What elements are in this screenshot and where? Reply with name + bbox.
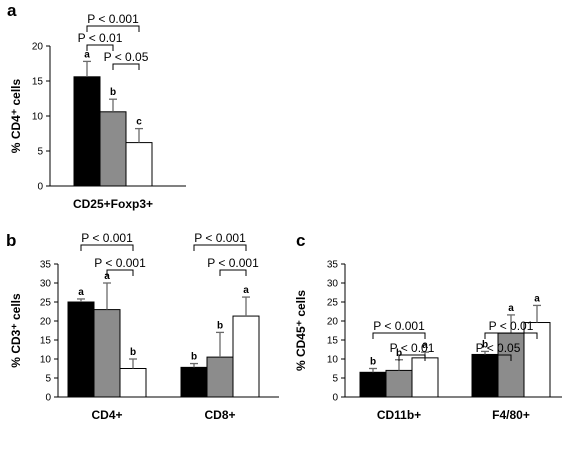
y-tick-label: 35 (40, 260, 52, 271)
y-axis-label: % CD3⁺ cells (9, 293, 23, 368)
significance-letter: a (84, 49, 90, 60)
p-value-label: P < 0.001 (194, 231, 246, 245)
panel-a: a 0 5 10 15 20 % CD4⁺ cells a b c CD25+Foxp3+ P < 0… (7, 1, 186, 211)
y-tick-label: 25 (40, 298, 52, 309)
bar (359, 371, 387, 398)
significance-letter: b (396, 348, 402, 359)
comparison-bracket (372, 332, 426, 339)
y-axis-label: % CD45⁺ cells (294, 290, 308, 371)
significance-letter: b (482, 339, 488, 350)
p-value-label: P < 0.001 (94, 256, 146, 270)
bar (232, 315, 260, 398)
comparison-bracket (398, 354, 426, 361)
y-tick-label: 5 (332, 374, 338, 385)
y-tick-label: 0 (37, 182, 43, 193)
significance-letter: a (243, 285, 249, 296)
y-tick-label: 20 (32, 42, 44, 53)
p-value-label: P < 0.001 (87, 12, 139, 26)
significance-letter: a (78, 287, 84, 298)
category-label: CD11b+ (377, 408, 421, 422)
y-tick-label: 10 (40, 355, 52, 366)
significance-letter: c (136, 117, 142, 128)
p-value-label: P < 0.001 (207, 256, 259, 270)
significance-letter: b (217, 320, 223, 331)
y-tick-label: 30 (40, 279, 52, 290)
significance-letter: a (104, 271, 110, 282)
y-tick-label: 15 (40, 336, 52, 347)
bar (93, 309, 121, 398)
y-tick-label: 20 (327, 317, 339, 328)
comparison-bracket (484, 332, 538, 339)
category-label: CD25+Foxp3+ (73, 197, 153, 211)
bar (67, 301, 95, 398)
panel-letter: a (7, 1, 17, 20)
bar (99, 111, 127, 187)
y-tick-label: 35 (327, 260, 339, 271)
comparison-bracket (106, 269, 134, 276)
significance-letter: b (370, 357, 376, 368)
p-value-label: P < 0.05 (104, 50, 149, 64)
significance-letter: a (534, 293, 540, 304)
p-value-label: P < 0.01 (78, 31, 123, 45)
significance-letter: b (191, 352, 197, 363)
panel-letter: b (6, 231, 16, 250)
bar (411, 357, 439, 398)
bar (385, 369, 413, 398)
bar (206, 356, 234, 398)
y-tick-label: 10 (327, 355, 339, 366)
panel-letter: c (296, 231, 305, 250)
significance-letter: b (130, 347, 136, 358)
bar (119, 368, 147, 398)
y-tick-label: 30 (327, 279, 339, 290)
bar (180, 366, 208, 398)
comparison-bracket (86, 44, 114, 51)
y-axis-label: % CD4⁺ cells (9, 78, 23, 153)
panel-b: b 0 5 10 15 20 25 30 35 % CD3⁺ cells a a b CD4+ b b a CD8… (6, 231, 279, 422)
y-tick-label: 5 (45, 374, 51, 385)
y-tick-label: 0 (45, 393, 51, 404)
p-value-label: P < 0.05 (476, 341, 521, 355)
y-tick-label: 10 (32, 112, 44, 123)
p-value-label: P < 0.01 (489, 319, 534, 333)
comparison-bracket (219, 269, 247, 276)
p-value-label: P < 0.001 (373, 319, 425, 333)
y-tick-label: 15 (327, 336, 339, 347)
significance-letter: b (110, 87, 116, 98)
bar (125, 142, 153, 187)
y-tick-label: 15 (32, 77, 44, 88)
category-label: CD8+ (204, 408, 235, 422)
p-value-label: P < 0.01 (390, 341, 435, 355)
y-tick-label: 20 (40, 317, 52, 328)
comparison-bracket (80, 244, 134, 251)
comparison-bracket (484, 354, 512, 361)
p-value-label: P < 0.001 (81, 231, 133, 245)
category-label: F4/80+ (492, 408, 530, 422)
comparison-bracket (193, 244, 247, 251)
panel-c: c 0 5 10 15 20 25 30 35 % CD45⁺ cells b b a CD11b+ b a a… (294, 231, 562, 422)
y-tick-label: 25 (327, 298, 339, 309)
comparison-bracket (86, 25, 140, 32)
y-tick-label: 5 (37, 147, 43, 158)
comparison-bracket (112, 63, 140, 70)
significance-letter: a (508, 303, 514, 314)
y-tick-label: 0 (332, 393, 338, 404)
bar (73, 76, 101, 187)
significance-letter: a (422, 340, 428, 351)
category-label: CD4+ (91, 408, 122, 422)
